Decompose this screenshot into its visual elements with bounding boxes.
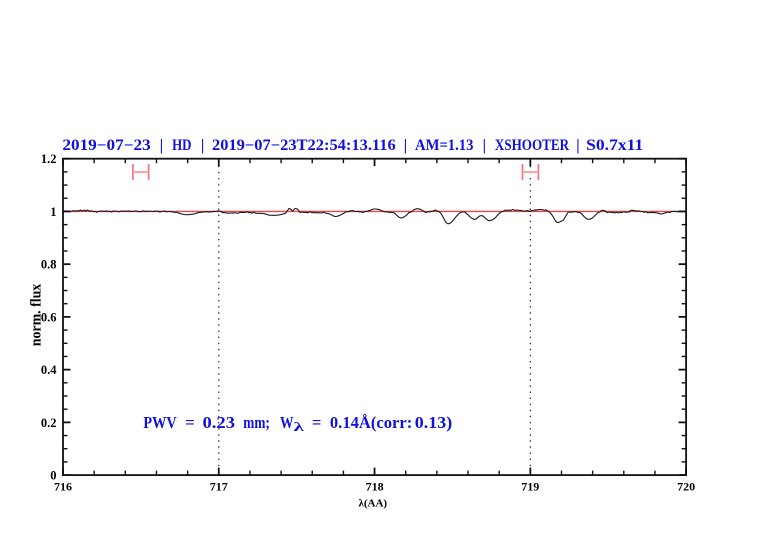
svg-text:717: 717 bbox=[210, 480, 228, 494]
svg-text:λ(AA): λ(AA) bbox=[359, 498, 388, 510]
svg-text:0.4: 0.4 bbox=[41, 363, 57, 377]
svg-text:0: 0 bbox=[50, 469, 56, 483]
svg-text:1: 1 bbox=[50, 205, 56, 219]
svg-text:0.6: 0.6 bbox=[41, 310, 57, 324]
svg-text:719: 719 bbox=[521, 480, 539, 494]
svg-text:norm. flux: norm. flux bbox=[28, 283, 44, 346]
svg-text:718: 718 bbox=[366, 480, 384, 494]
svg-text:0.2: 0.2 bbox=[41, 416, 57, 430]
svg-text:1.2: 1.2 bbox=[41, 152, 57, 166]
svg-text:720: 720 bbox=[677, 480, 695, 494]
svg-text:716: 716 bbox=[54, 480, 72, 494]
svg-text:0.8: 0.8 bbox=[41, 258, 57, 272]
